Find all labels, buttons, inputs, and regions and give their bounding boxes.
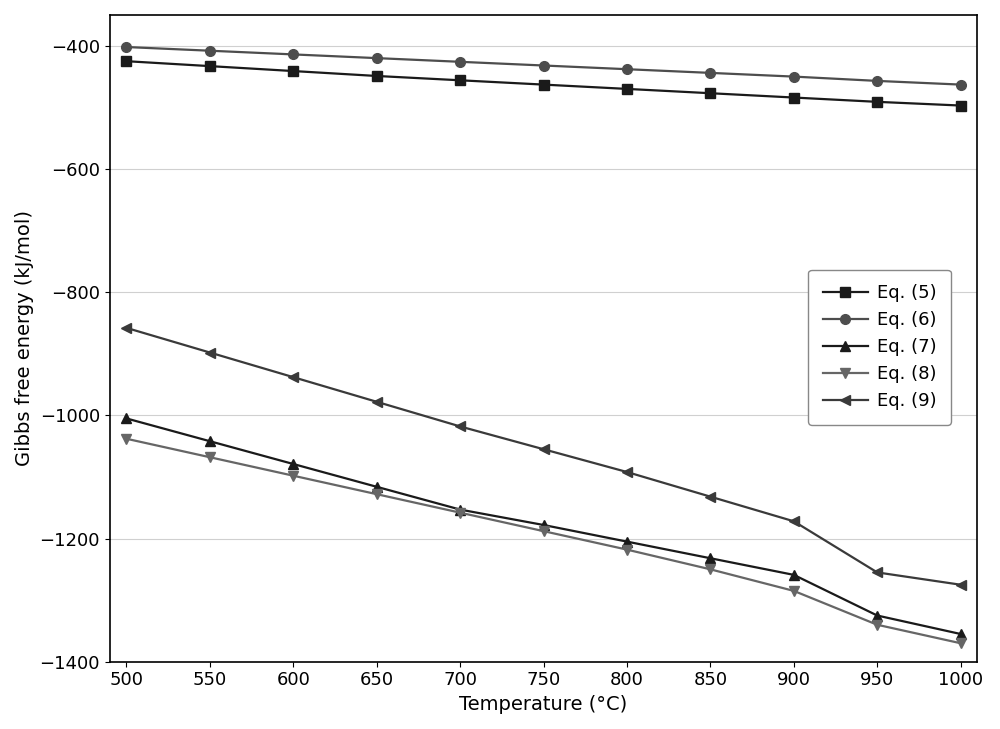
Eq. (8) bbox=[454, 508, 466, 517]
Eq. (7) bbox=[704, 554, 716, 563]
Eq. (8) bbox=[788, 587, 800, 596]
Eq. (7) bbox=[621, 537, 633, 546]
Line: Eq. (5): Eq. (5) bbox=[122, 56, 966, 110]
Eq. (9) bbox=[621, 467, 633, 476]
Line: Eq. (9): Eq. (9) bbox=[122, 323, 966, 590]
Eq. (6) bbox=[704, 69, 716, 77]
Eq. (5) bbox=[704, 89, 716, 98]
Eq. (5) bbox=[538, 80, 550, 89]
Eq. (5) bbox=[204, 62, 216, 71]
Eq. (5) bbox=[871, 98, 883, 106]
Eq. (6) bbox=[287, 50, 299, 59]
Eq. (5) bbox=[454, 76, 466, 85]
Eq. (7) bbox=[955, 630, 967, 639]
Eq. (5) bbox=[621, 85, 633, 93]
X-axis label: Temperature (°C): Temperature (°C) bbox=[459, 695, 628, 714]
Eq. (7) bbox=[287, 460, 299, 469]
Eq. (6) bbox=[955, 80, 967, 89]
Eq. (7) bbox=[120, 414, 132, 423]
Legend: Eq. (5), Eq. (6), Eq. (7), Eq. (8), Eq. (9): Eq. (5), Eq. (6), Eq. (7), Eq. (8), Eq. … bbox=[808, 270, 951, 425]
Eq. (6) bbox=[621, 65, 633, 74]
Eq. (9) bbox=[955, 580, 967, 589]
Eq. (6) bbox=[120, 43, 132, 52]
Eq. (6) bbox=[371, 54, 383, 63]
Eq. (8) bbox=[621, 545, 633, 554]
Eq. (8) bbox=[955, 639, 967, 647]
Eq. (8) bbox=[371, 490, 383, 499]
Eq. (7) bbox=[788, 571, 800, 580]
Eq. (6) bbox=[454, 58, 466, 66]
Eq. (9) bbox=[454, 422, 466, 431]
Eq. (8) bbox=[120, 434, 132, 443]
Eq. (6) bbox=[788, 72, 800, 81]
Eq. (9) bbox=[538, 445, 550, 453]
Eq. (9) bbox=[204, 348, 216, 357]
Eq. (9) bbox=[704, 492, 716, 501]
Eq. (5) bbox=[371, 71, 383, 80]
Eq. (6) bbox=[538, 61, 550, 70]
Eq. (7) bbox=[454, 505, 466, 514]
Eq. (5) bbox=[287, 66, 299, 75]
Eq. (9) bbox=[871, 568, 883, 577]
Eq. (7) bbox=[204, 437, 216, 445]
Y-axis label: Gibbs free energy (kJ/mol): Gibbs free energy (kJ/mol) bbox=[15, 211, 34, 467]
Eq. (9) bbox=[788, 517, 800, 526]
Eq. (7) bbox=[371, 483, 383, 491]
Eq. (8) bbox=[704, 565, 716, 574]
Eq. (9) bbox=[371, 397, 383, 406]
Eq. (5) bbox=[955, 101, 967, 110]
Eq. (6) bbox=[871, 77, 883, 85]
Line: Eq. (8): Eq. (8) bbox=[122, 434, 966, 648]
Eq. (9) bbox=[120, 324, 132, 332]
Eq. (7) bbox=[538, 521, 550, 529]
Eq. (7) bbox=[871, 611, 883, 620]
Eq. (6) bbox=[204, 47, 216, 55]
Line: Eq. (7): Eq. (7) bbox=[122, 413, 966, 639]
Eq. (8) bbox=[204, 453, 216, 461]
Eq. (5) bbox=[788, 93, 800, 102]
Eq. (8) bbox=[538, 527, 550, 536]
Eq. (8) bbox=[287, 472, 299, 480]
Eq. (9) bbox=[287, 373, 299, 381]
Eq. (8) bbox=[871, 620, 883, 629]
Line: Eq. (6): Eq. (6) bbox=[122, 42, 966, 90]
Eq. (5) bbox=[120, 57, 132, 66]
